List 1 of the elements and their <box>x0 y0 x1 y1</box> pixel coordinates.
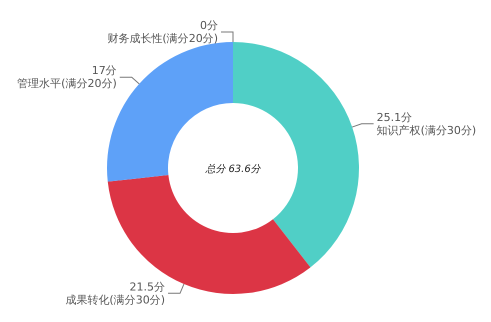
text: 总分 63.6分 <box>204 163 262 175</box>
